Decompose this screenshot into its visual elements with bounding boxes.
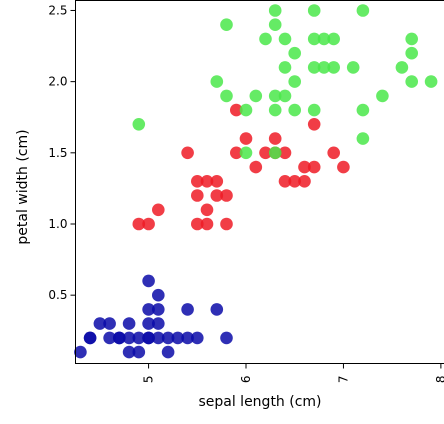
scatter-point (142, 218, 155, 231)
y-tick-label: 1.0 (48, 217, 67, 231)
scatter-point (327, 33, 340, 46)
scatter-point (211, 175, 224, 188)
scatter-point (240, 104, 253, 117)
scatter-point (357, 132, 370, 145)
scatter-point (405, 47, 418, 60)
scatter-point (220, 18, 233, 31)
scatter-point (357, 104, 370, 117)
scatter-point (142, 275, 155, 288)
scatter-point (220, 332, 233, 345)
scatter-point (405, 33, 418, 46)
scatter-point (133, 118, 146, 131)
scatter-point (327, 147, 340, 160)
scatter-point (269, 18, 282, 31)
y-ticks: 0.5 1.0 1.5 2.0 2.5 (48, 3, 75, 302)
scatter-point (191, 189, 204, 202)
scatter-point (308, 118, 321, 131)
x-tick-label: 7 (336, 376, 350, 384)
scatter-point (191, 332, 204, 345)
scatter-point (152, 204, 165, 217)
scatter-point (396, 61, 409, 74)
scatter-point (288, 104, 301, 117)
scatter-point (405, 75, 418, 88)
scatter-point (288, 47, 301, 60)
scatter-point (308, 4, 321, 17)
scatter-point (259, 33, 272, 46)
scatter-point (308, 104, 321, 117)
scatter-point (133, 346, 146, 359)
scatter-point (269, 132, 282, 145)
scatter-point (347, 61, 360, 74)
y-tick-label: 0.5 (48, 288, 67, 302)
scatter-point (425, 75, 438, 88)
scatter-point (250, 161, 263, 174)
scatter-point (240, 147, 253, 160)
scatter-point (269, 4, 282, 17)
scatter-point (162, 346, 175, 359)
scatter-point (327, 61, 340, 74)
y-tick-label: 1.5 (48, 146, 67, 160)
x-axis-label: sepal length (cm) (198, 394, 321, 410)
x-ticks: 5 6 7 8 (142, 364, 444, 384)
scatter-point (288, 75, 301, 88)
scatter-point (211, 189, 224, 202)
y-axis-label: petal width (cm) (15, 129, 31, 244)
scatter-point (201, 204, 214, 217)
scatter-point (269, 104, 282, 117)
x-tick-label: 6 (239, 376, 253, 384)
scatter-point (211, 75, 224, 88)
x-tick-label: 8 (434, 376, 444, 384)
scatter-point (279, 61, 292, 74)
scatter-point (152, 303, 165, 316)
x-tick-label: 5 (142, 376, 156, 384)
scatter-point (240, 132, 253, 145)
scatter-point (250, 90, 263, 103)
scatter-point (181, 147, 194, 160)
scatter-point (269, 147, 282, 160)
scatter-point (220, 90, 233, 103)
scatter-point (298, 175, 311, 188)
scatter-point (357, 4, 370, 17)
scatter-point (279, 33, 292, 46)
scatter-point (376, 90, 389, 103)
scatter-point (84, 332, 97, 345)
scatter-point (337, 161, 350, 174)
scatter-point (308, 161, 321, 174)
y-tick-label: 2.0 (48, 75, 67, 89)
scatter-point (103, 317, 116, 330)
scatter-point (211, 303, 224, 316)
plot-frame (76, 1, 444, 364)
scatter-point (123, 317, 136, 330)
scatter-point (181, 303, 194, 316)
scatter-point (152, 317, 165, 330)
scatter-point (201, 218, 214, 231)
y-tick-label: 2.5 (48, 3, 67, 17)
scatter-point (220, 218, 233, 231)
scatter-point (152, 289, 165, 302)
points-layer (74, 4, 437, 358)
scatter-point (279, 90, 292, 103)
